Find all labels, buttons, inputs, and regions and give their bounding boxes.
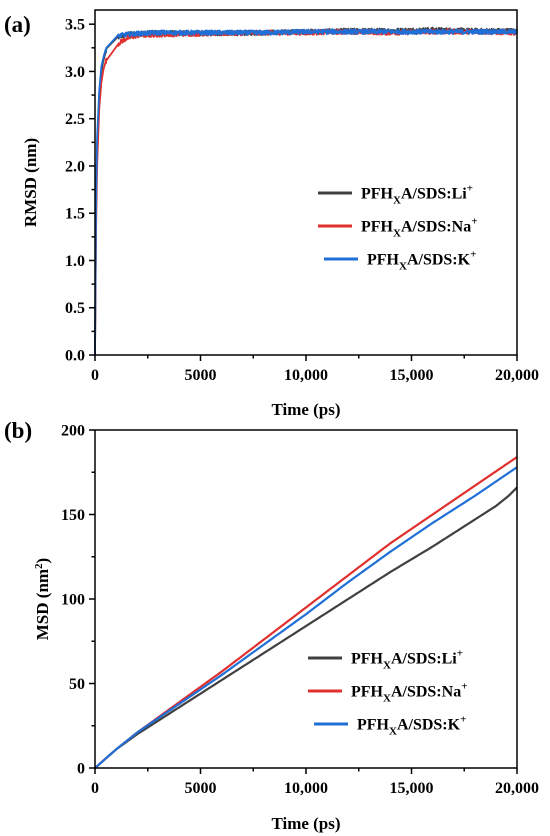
y-tick-label: 1.0 [65, 253, 85, 270]
y-tick-label: 100 [61, 592, 85, 609]
y-tick-label: 50 [69, 676, 85, 693]
series-line-1 [94, 486, 518, 769]
y-tick-label: 200 [61, 423, 85, 440]
x-tick-label: 5000 [185, 780, 217, 797]
x-tick-label: 15,000 [390, 780, 434, 797]
legend-label-3: PFHXA/SDS:K+ [357, 714, 466, 738]
plot-frame [94, 9, 518, 356]
x-tick-label: 10,000 [284, 367, 328, 384]
legend-label-3: PFHXA/SDS:K+ [367, 249, 476, 273]
x-tick-label: 10,000 [284, 780, 328, 797]
x-tick-label: 20,000 [495, 367, 539, 384]
legend-label-1: PFHXA/SDS:Li+ [351, 648, 463, 672]
x-tick-label: 15,000 [390, 367, 434, 384]
panel-b: 0 5000 10,000 15,000 20,000 0 50 100 150 200 (b) Ti… [4, 418, 539, 833]
y-tick-label: 1.5 [65, 206, 85, 223]
y-tick-label: 0 [77, 761, 85, 778]
y-tick-label: 150 [61, 507, 85, 524]
x-tick-label: 5000 [185, 367, 217, 384]
y-tick-label: 2.5 [65, 111, 85, 128]
panel-a: 0 5000 10,000 15,000 20,000 0.0 0.5 1.0 1.5 2.0 2.… [4, 9, 539, 419]
series-line-3 [94, 28, 518, 356]
y-axis-title: RMSD (nm) [21, 138, 40, 227]
y-axis-title: MSD (nm2) [33, 558, 52, 640]
y-tick-label: 0.0 [65, 348, 85, 365]
legend-label-1: PFHXA/SDS:Li+ [361, 183, 473, 207]
legend: PFHXA/SDS:Li+ PFHXA/SDS:Na+ PFHXA/SDS:K+ [318, 183, 477, 273]
y-tick-label: 3.0 [65, 64, 85, 81]
legend: PFHXA/SDS:Li+ PFHXA/SDS:Na+ PFHXA/SDS:K+ [308, 648, 467, 738]
series-line-3 [94, 466, 518, 769]
y-tick-label: 3.5 [65, 17, 85, 34]
x-tick-label: 0 [91, 367, 99, 384]
x-tick-label: 20,000 [495, 780, 539, 797]
panel-label: (b) [4, 418, 32, 443]
legend-label-2: PFHXA/SDS:Na+ [361, 216, 477, 240]
x-axis-title: Time (ps) [271, 814, 340, 833]
panel-label: (a) [4, 12, 31, 37]
x-tick-label: 0 [91, 780, 99, 797]
y-tick-label: 2.0 [65, 158, 85, 175]
x-axis-title: Time (ps) [271, 400, 340, 419]
legend-label-2: PFHXA/SDS:Na+ [351, 681, 467, 705]
y-tick-label: 0.5 [65, 300, 85, 317]
